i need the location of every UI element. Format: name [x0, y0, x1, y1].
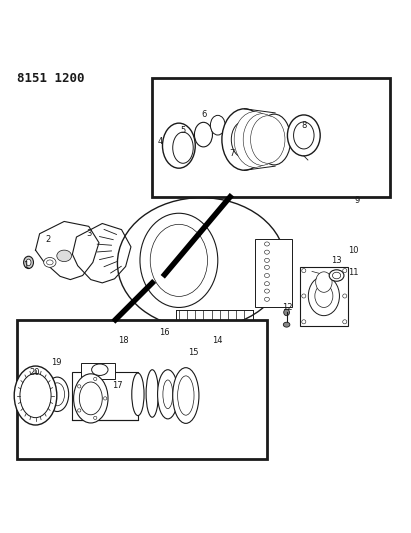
Ellipse shape [157, 370, 178, 419]
Bar [17, 320, 267, 459]
Text: 7: 7 [229, 149, 235, 158]
Text: 8: 8 [301, 120, 307, 130]
Ellipse shape [132, 373, 144, 416]
Ellipse shape [173, 368, 199, 423]
Ellipse shape [234, 112, 275, 167]
Ellipse shape [74, 374, 108, 423]
Text: 8151 1200: 8151 1200 [17, 72, 85, 85]
Text: 6: 6 [201, 110, 207, 119]
Ellipse shape [287, 115, 320, 156]
Bar [152, 78, 390, 197]
Ellipse shape [302, 320, 306, 324]
Ellipse shape [332, 272, 341, 279]
Ellipse shape [104, 397, 107, 400]
Ellipse shape [194, 122, 212, 147]
Ellipse shape [329, 270, 344, 281]
Ellipse shape [44, 257, 56, 268]
Ellipse shape [343, 269, 347, 273]
Text: 12: 12 [282, 303, 293, 312]
Ellipse shape [316, 272, 332, 292]
Ellipse shape [265, 259, 269, 262]
Ellipse shape [343, 320, 347, 324]
Ellipse shape [24, 256, 33, 269]
Text: 18: 18 [118, 336, 129, 345]
Ellipse shape [20, 374, 51, 418]
Ellipse shape [173, 132, 193, 163]
Ellipse shape [302, 269, 306, 273]
Ellipse shape [163, 380, 173, 409]
Ellipse shape [162, 123, 195, 168]
Text: 10: 10 [348, 246, 358, 255]
Ellipse shape [265, 281, 269, 286]
Ellipse shape [302, 294, 306, 298]
Text: 1: 1 [23, 261, 28, 270]
Ellipse shape [231, 121, 258, 158]
Text: 15: 15 [188, 348, 199, 357]
Text: 14: 14 [212, 336, 223, 345]
Ellipse shape [46, 260, 53, 265]
Text: 11: 11 [348, 268, 358, 277]
Ellipse shape [178, 376, 194, 415]
Ellipse shape [265, 289, 269, 293]
Ellipse shape [14, 366, 57, 425]
Ellipse shape [50, 383, 65, 406]
Ellipse shape [265, 242, 269, 246]
Ellipse shape [308, 276, 339, 316]
Text: 13: 13 [331, 256, 342, 265]
Text: 17: 17 [112, 381, 123, 390]
Ellipse shape [57, 250, 72, 262]
Ellipse shape [265, 265, 269, 269]
Ellipse shape [238, 131, 251, 148]
Ellipse shape [94, 416, 97, 419]
Ellipse shape [343, 294, 347, 298]
Ellipse shape [265, 297, 269, 301]
Ellipse shape [92, 364, 108, 375]
Ellipse shape [26, 259, 31, 265]
Ellipse shape [146, 370, 158, 417]
Ellipse shape [222, 109, 267, 170]
Ellipse shape [315, 285, 333, 308]
Bar [72, 372, 138, 420]
Text: 19: 19 [51, 358, 61, 367]
Ellipse shape [265, 273, 269, 278]
Ellipse shape [79, 382, 102, 415]
Text: 5: 5 [180, 126, 186, 135]
Ellipse shape [283, 322, 290, 327]
Ellipse shape [265, 250, 269, 254]
Ellipse shape [118, 198, 285, 329]
Bar [81, 363, 115, 379]
Text: 2: 2 [45, 236, 51, 244]
Text: 9: 9 [354, 197, 360, 205]
Ellipse shape [251, 116, 285, 163]
Ellipse shape [46, 377, 69, 411]
Bar [300, 266, 348, 326]
Ellipse shape [243, 114, 281, 165]
Ellipse shape [293, 122, 314, 149]
Ellipse shape [150, 224, 208, 296]
Ellipse shape [266, 125, 283, 154]
Text: 20: 20 [30, 368, 40, 377]
Text: 3: 3 [86, 229, 92, 238]
Ellipse shape [78, 409, 81, 412]
Ellipse shape [140, 213, 218, 308]
Ellipse shape [78, 385, 81, 388]
Ellipse shape [94, 377, 97, 381]
Bar [255, 239, 291, 308]
Ellipse shape [210, 115, 225, 135]
Ellipse shape [258, 114, 291, 165]
Text: 16: 16 [159, 328, 170, 336]
Text: 4: 4 [158, 137, 163, 146]
Ellipse shape [284, 309, 289, 316]
